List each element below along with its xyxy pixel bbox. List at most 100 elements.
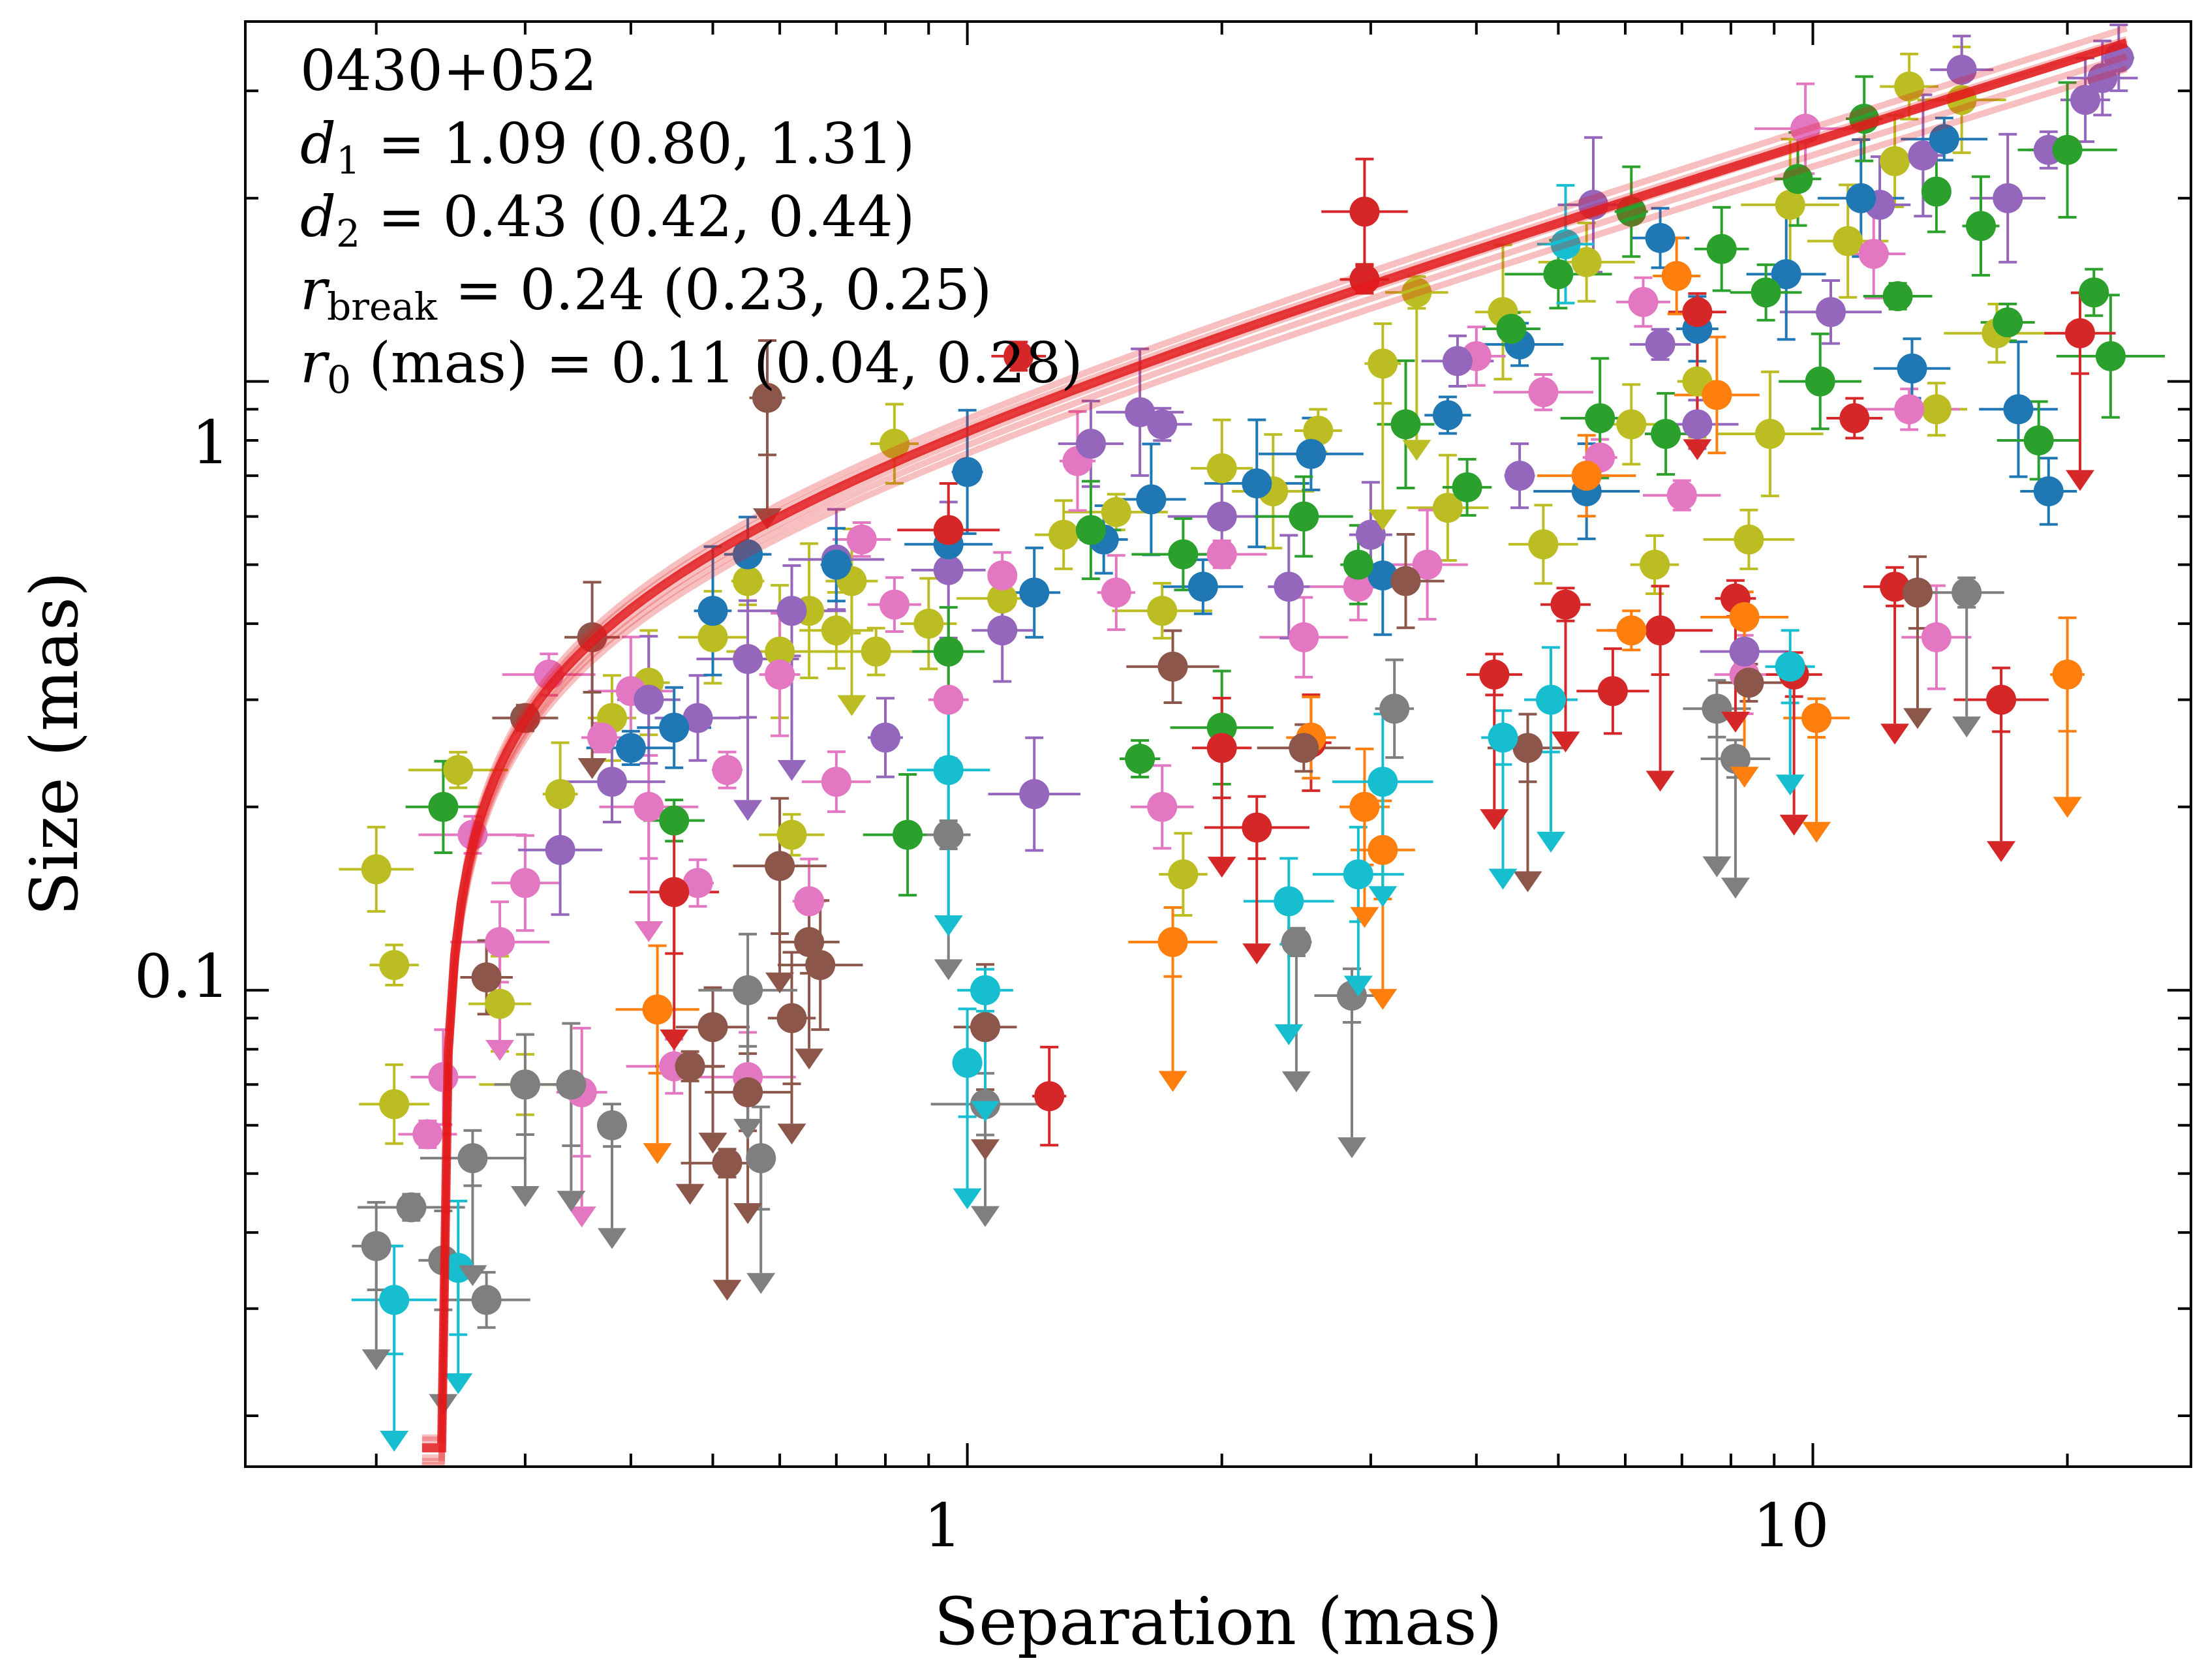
- point-olive-17: [879, 429, 910, 459]
- point-pink-35: [1858, 239, 1889, 269]
- point-blue-14: [1432, 400, 1463, 431]
- point-olive-4: [485, 988, 515, 1019]
- point-brown-13: [1157, 651, 1188, 682]
- point-olive-33: [1616, 409, 1647, 440]
- point-pink-37: [1921, 622, 1951, 652]
- point-olive-34: [1640, 549, 1670, 580]
- annotation-d2: d2 = 0.43 (0.42, 0.44): [300, 185, 915, 256]
- point-pink-15: [794, 886, 825, 917]
- upper-limit-arrow-2-0: [733, 800, 763, 821]
- point-olive-19: [987, 583, 1018, 614]
- point-olive-27: [1368, 348, 1398, 379]
- point-purple-2: [634, 684, 664, 715]
- point-pink-22: [1101, 577, 1131, 608]
- point-orange-3: [1349, 791, 1380, 822]
- upper-limit-arrow-6-9: [971, 1206, 1000, 1227]
- upper-limit-arrow-6-14: [1952, 716, 1982, 738]
- point-pink-12: [712, 755, 742, 786]
- point-brown-17: [1734, 667, 1764, 698]
- upper-limit-arrow-7-6: [1343, 975, 1373, 997]
- point-cyan-7: [1368, 767, 1398, 797]
- point-cyan-6: [1343, 859, 1373, 890]
- point-blue-4: [821, 549, 851, 580]
- point-brown-9: [776, 1003, 807, 1033]
- point-purple-18: [1505, 461, 1535, 491]
- point-red-13: [1682, 297, 1713, 328]
- point-olive-24: [1206, 453, 1237, 483]
- point-green-14: [1585, 403, 1615, 433]
- point-blue-2: [697, 596, 728, 626]
- point-green-1: [659, 805, 690, 836]
- point-olive-12: [776, 819, 807, 850]
- point-red-1: [933, 515, 964, 545]
- upper-limit-arrow-3-4: [1551, 731, 1580, 753]
- point-pink-14: [765, 659, 795, 690]
- point-brown-16: [1512, 733, 1543, 763]
- point-brown-0: [471, 962, 502, 992]
- point-red-3: [1034, 1081, 1065, 1112]
- point-red-18: [1986, 684, 2017, 715]
- point-olive-36: [1734, 524, 1764, 555]
- point-pink-18: [879, 589, 910, 620]
- point-pink-31: [1628, 286, 1659, 317]
- annotation-block: 0430+052 d1 = 1.09 (0.80, 1.31) d2 = 0.4…: [300, 38, 1083, 402]
- upper-limit-arrow-3-1: [1207, 857, 1236, 878]
- point-green-5: [1125, 744, 1156, 774]
- point-pink-29: [1528, 377, 1559, 408]
- upper-limit-arrow-3-6: [1683, 439, 1712, 461]
- point-brown-6: [733, 1077, 763, 1108]
- upper-limit-arrow-3-11: [2066, 470, 2094, 491]
- point-orange-11: [2052, 659, 2083, 690]
- point-green-24: [1966, 211, 1996, 241]
- point-purple-15: [1274, 572, 1304, 602]
- point-olive-37: [1754, 419, 1785, 449]
- point-olive-31: [1528, 529, 1559, 560]
- point-olive-20: [1048, 519, 1079, 550]
- point-gray-1: [396, 1192, 427, 1223]
- y-tick-label-0.1: 0.1: [134, 941, 230, 1011]
- point-blue-23: [2003, 394, 2034, 425]
- point-green-12: [1496, 314, 1527, 344]
- point-purple-13: [1147, 409, 1178, 440]
- point-blue-11: [1242, 468, 1272, 498]
- point-purple-14: [1206, 501, 1237, 532]
- point-pink-16: [821, 767, 851, 797]
- point-gray-6: [556, 1069, 587, 1100]
- point-gray-3: [457, 1143, 488, 1174]
- point-pink-34: [1790, 114, 1821, 144]
- axis-ticks: [245, 22, 2191, 1467]
- point-purple-11: [1075, 429, 1106, 459]
- fit-curve-3: [421, 38, 2128, 1453]
- point-pink-36: [1894, 394, 1925, 425]
- point-cyan-8: [1488, 722, 1518, 753]
- point-red-4: [1206, 733, 1237, 763]
- point-brown-11: [805, 950, 836, 981]
- point-olive-0: [361, 854, 391, 885]
- point-brown-15: [1390, 566, 1421, 596]
- upper-limit-arrow-2-1: [777, 759, 806, 781]
- point-olive-29: [1432, 493, 1463, 523]
- point-blue-10: [1187, 572, 1218, 602]
- fit-curve-5: [421, 25, 2128, 1443]
- x-axis-label: Separation (mas): [934, 1583, 1502, 1660]
- point-orange-1: [1157, 926, 1188, 957]
- point-purple-5: [776, 596, 807, 626]
- upper-limit-arrow-6-7: [746, 1273, 776, 1294]
- point-blue-21: [1897, 353, 1927, 384]
- point-red-16: [1839, 403, 1870, 433]
- point-green-27: [2052, 134, 2083, 165]
- point-purple-8: [933, 555, 964, 585]
- upper-limit-arrow-7-5: [1274, 1024, 1304, 1045]
- point-green-23: [1921, 176, 1951, 207]
- upper-limit-arrow-4-1: [1158, 1071, 1187, 1092]
- point-blue-6: [952, 457, 983, 487]
- x-tick-label-10: 10: [1752, 1491, 1829, 1561]
- point-purple-20: [1645, 329, 1676, 359]
- point-purple-17: [1442, 346, 1473, 376]
- fit-curve-band: [421, 25, 2128, 1467]
- upper-limit-arrow-3-7: [1721, 711, 1750, 733]
- point-pink-4: [510, 868, 540, 898]
- upper-limit-arrow-6-2: [458, 1265, 487, 1287]
- point-gray-8: [733, 975, 763, 1005]
